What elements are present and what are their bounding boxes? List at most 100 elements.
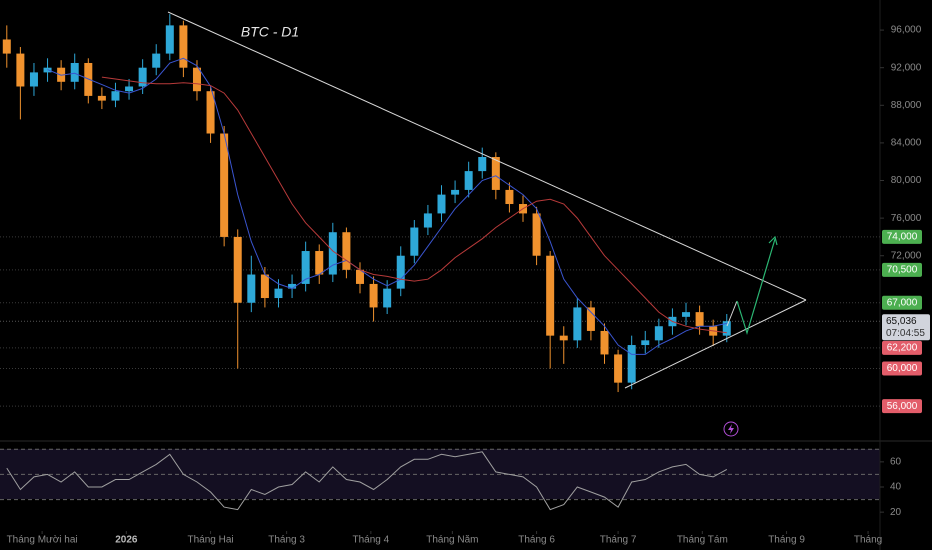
candle-body <box>478 157 487 172</box>
x-tick-label: Tháng 9 <box>768 535 805 546</box>
level-badge <box>882 229 922 244</box>
y-tick-label: 72,000 <box>891 250 922 261</box>
level-badge <box>882 399 922 414</box>
candle-body <box>355 269 364 284</box>
candle-body <box>220 133 229 237</box>
candle-body <box>206 91 215 134</box>
x-tick-label: Tháng 7 <box>600 535 637 546</box>
candle-body <box>600 330 609 355</box>
candle-body <box>165 25 174 54</box>
y-tick-label: 84,000 <box>891 138 922 149</box>
x-tick-label: Tháng Tám <box>677 535 728 546</box>
candle-body <box>152 53 161 68</box>
chart-title: BTC - D1 <box>241 24 299 40</box>
candle-body <box>369 283 378 308</box>
candle-body <box>627 345 636 383</box>
candle-body <box>111 91 120 101</box>
countdown-label: 07:04:55 <box>886 328 925 339</box>
candle-body <box>464 171 473 190</box>
level-label: 60,000 <box>887 363 918 374</box>
level-label: 62,200 <box>887 343 918 354</box>
candle-body <box>247 274 256 303</box>
y-tick-label: 80,000 <box>891 175 922 186</box>
candle-body <box>260 274 269 299</box>
plot <box>0 14 880 511</box>
last-price-label: 65,036 <box>886 316 917 327</box>
y-tick-label: 96,000 <box>891 25 922 36</box>
support-line <box>624 299 807 389</box>
candle-body <box>654 326 663 341</box>
candle-body <box>396 255 405 289</box>
candle-body <box>682 312 691 317</box>
level-badge <box>882 295 922 310</box>
drawings <box>167 11 807 437</box>
projection-green <box>736 238 776 336</box>
candle-body <box>2 39 11 54</box>
candle-body <box>491 157 500 190</box>
x-tick-label: Tháng 3 <box>268 535 305 546</box>
x-tick-label: Tháng <box>854 535 882 546</box>
x-tick-label: 2026 <box>115 535 138 546</box>
candle-body <box>315 251 324 275</box>
candle-body <box>546 255 555 336</box>
candle-body <box>437 194 446 214</box>
level-label: 70,500 <box>887 264 918 275</box>
candle-body <box>125 86 134 92</box>
rsi-y-tick-label: 60 <box>890 456 902 467</box>
projection-white <box>726 300 738 327</box>
x-tick-label: Tháng Năm <box>426 535 478 546</box>
rsi-line <box>6 451 728 511</box>
candle-body <box>410 227 419 256</box>
candle-body <box>614 354 623 383</box>
candle-body <box>586 307 595 331</box>
candle-body <box>16 53 25 87</box>
candle-body <box>641 340 650 346</box>
x-tick-label: Tháng 4 <box>353 535 390 546</box>
candle-body <box>695 312 704 327</box>
level-label: 74,000 <box>887 232 918 243</box>
y-tick-label: 92,000 <box>891 62 922 73</box>
candle-body <box>274 288 283 299</box>
y-tick-label: 88,000 <box>891 100 922 111</box>
candle-body <box>233 236 242 303</box>
rsi-band <box>0 449 880 499</box>
rsi-y-tick-label: 20 <box>890 507 902 518</box>
x-tick-label: Tháng 6 <box>518 535 555 546</box>
resistance-line <box>167 11 807 301</box>
candle-body <box>505 189 514 205</box>
candle-body <box>532 213 541 256</box>
level-badge <box>882 262 922 277</box>
x-tick-label: Tháng Hai <box>187 535 233 546</box>
level-badge <box>882 340 922 355</box>
moving-average <box>101 76 727 334</box>
candle-body <box>423 213 432 228</box>
candle-body <box>383 288 392 308</box>
candle-body <box>722 321 731 336</box>
candle-body <box>559 335 568 341</box>
candle-body <box>451 189 460 195</box>
level-label: 67,000 <box>887 297 918 308</box>
level-label: 56,000 <box>887 401 918 412</box>
candle-body <box>192 67 201 92</box>
candle-body <box>138 67 147 87</box>
event-icon[interactable] <box>723 421 739 437</box>
rsi-y-tick-label: 40 <box>890 482 902 493</box>
y-tick-label: 76,000 <box>891 213 922 224</box>
projection-arrow <box>768 235 778 246</box>
candle-body <box>288 283 297 289</box>
candle-body <box>573 307 582 341</box>
x-tick-label: Tháng Mười hai <box>7 535 78 546</box>
last-price-badge <box>882 314 930 341</box>
moving-average <box>47 57 727 355</box>
level-badge <box>882 361 922 376</box>
event-bolt <box>728 424 734 434</box>
candle-body <box>328 232 337 275</box>
candle-body <box>29 72 38 87</box>
candle-body <box>301 251 310 284</box>
candle-body <box>97 95 106 101</box>
candle-body <box>179 25 188 68</box>
candle-body <box>70 62 79 82</box>
candle-body <box>342 232 351 270</box>
